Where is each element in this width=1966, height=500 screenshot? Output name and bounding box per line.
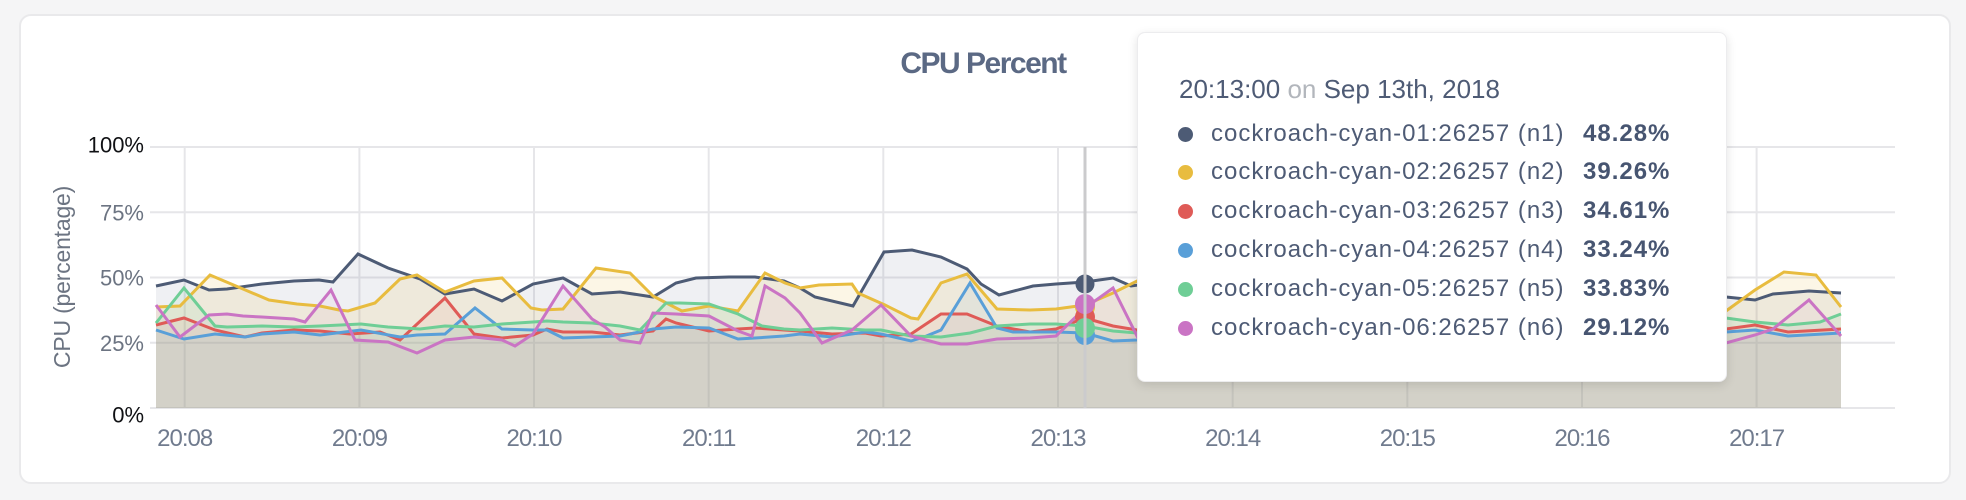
svg-text:CPU (percentage): CPU (percentage) bbox=[49, 186, 75, 368]
svg-text:20:08: 20:08 bbox=[157, 425, 213, 452]
svg-text:75%: 75% bbox=[100, 200, 144, 225]
svg-text:20:17: 20:17 bbox=[1729, 425, 1785, 452]
svg-text:0%: 0% bbox=[112, 403, 144, 428]
svg-text:20:13: 20:13 bbox=[1030, 425, 1086, 452]
svg-text:20:09: 20:09 bbox=[332, 425, 388, 452]
svg-text:20:10: 20:10 bbox=[506, 425, 562, 452]
svg-text:25%: 25% bbox=[100, 331, 144, 356]
svg-text:20:12: 20:12 bbox=[856, 425, 912, 452]
svg-text:20:16: 20:16 bbox=[1554, 425, 1610, 452]
svg-text:20:15: 20:15 bbox=[1380, 425, 1436, 452]
svg-text:20:14: 20:14 bbox=[1205, 425, 1261, 452]
svg-text:20:11: 20:11 bbox=[682, 425, 736, 452]
svg-text:50%: 50% bbox=[100, 266, 144, 291]
svg-text:100%: 100% bbox=[88, 133, 144, 158]
